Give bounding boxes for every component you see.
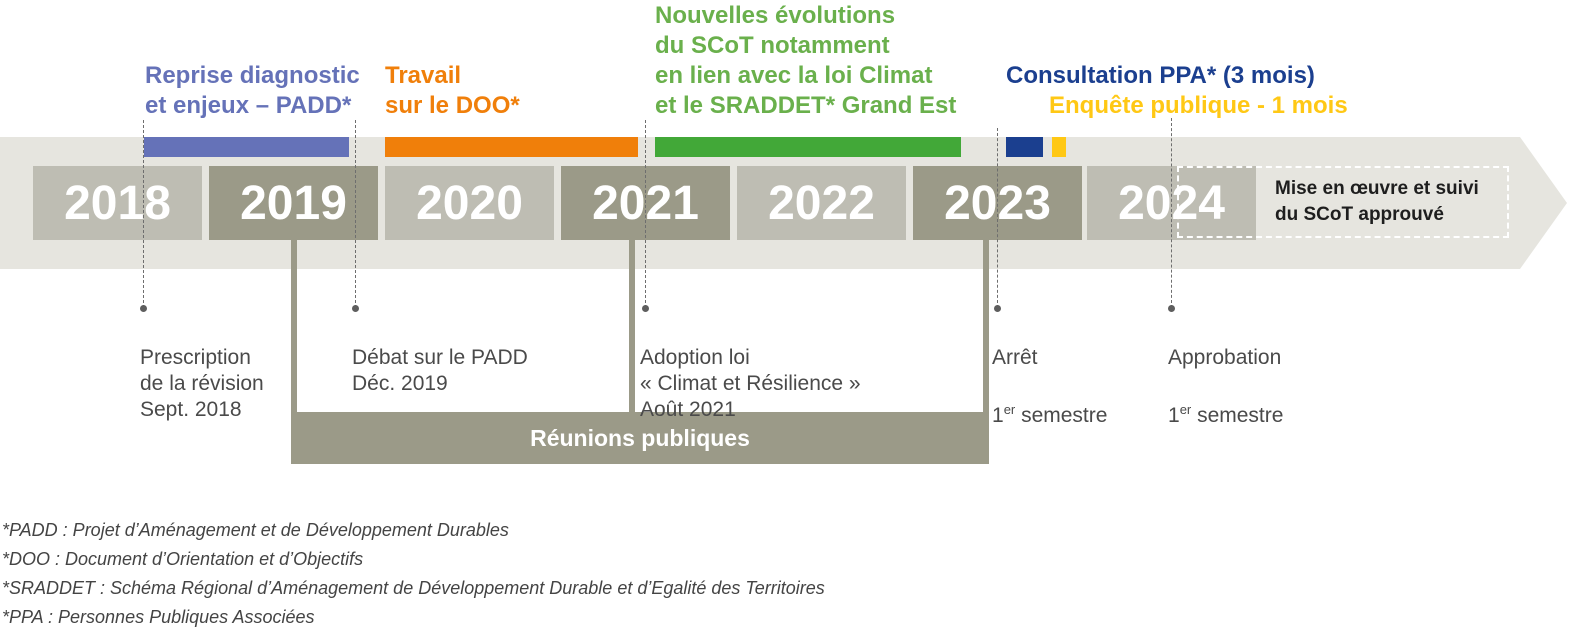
phase-bar-diagnostic xyxy=(144,137,349,157)
phase-label-enquete-publique: Enquête publique - 1 mois xyxy=(1049,92,1348,119)
milestone-dot-arret xyxy=(994,305,1001,312)
timeline-arrow-tip xyxy=(1520,137,1567,269)
phase-bar-consultation-ppa xyxy=(1006,137,1043,157)
mise-en-oeuvre-label: Mise en œuvre et suivi du SCoT approuvé xyxy=(1275,178,1479,225)
year-2019: 2019 xyxy=(209,166,378,240)
phase-label-doo: Travail sur le DOO* xyxy=(385,62,520,119)
reunions-publiques-box: Réunions publiques xyxy=(291,412,989,464)
milestone-approbation: Approbation 1er semestre xyxy=(1168,346,1284,427)
milestone-line-arret xyxy=(997,128,998,308)
reunion-connector-2023 xyxy=(983,240,989,420)
milestone-line-prescription xyxy=(143,120,144,308)
phase-label-diagnostic: Reprise diagnostic et enjeux – PADD* xyxy=(145,62,360,119)
reunion-connector-2021 xyxy=(629,240,635,420)
footnote-padd: *PADD : Projet d’Aménagement et de Dével… xyxy=(2,520,509,540)
milestone-loi-climat: Adoption loi « Climat et Résilience » Août… xyxy=(640,346,861,421)
phase-label-evolutions: Nouvelles évolutions du SCoT notamment en … xyxy=(655,2,957,119)
reunion-inner-gap-1 xyxy=(297,269,629,412)
milestone-line-loi-climat xyxy=(645,120,646,308)
milestone-prescription: Prescription de la révision Sept. 2018 xyxy=(140,346,264,421)
milestone-line-debat-padd xyxy=(355,120,356,308)
phase-bar-evolutions xyxy=(655,137,961,157)
phase-bar-enquete-publique xyxy=(1052,137,1066,157)
reunions-publiques-label: Réunions publiques xyxy=(530,424,750,451)
milestone-line-approbation xyxy=(1171,118,1172,308)
year-2018: 2018 xyxy=(33,166,202,240)
milestone-dot-approbation xyxy=(1168,305,1175,312)
footnote-doo: *DOO : Document d’Orientation et d’Objec… xyxy=(2,549,364,569)
phase-label-consultation-ppa: Consultation PPA* (3 mois) xyxy=(1006,62,1315,89)
milestone-debat-padd: Débat sur le PADD Déc. 2019 xyxy=(352,346,528,395)
milestone-dot-prescription xyxy=(140,305,147,312)
reunion-connector-2019 xyxy=(291,240,297,420)
mise-en-oeuvre-background xyxy=(1256,166,1510,240)
reunion-inner-gap-2 xyxy=(635,269,983,412)
footnote-sraddet: *SRADDET : Schéma Régional d’Aménagement… xyxy=(2,578,825,598)
mise-en-oeuvre-frame xyxy=(1177,166,1509,238)
milestone-dot-loi-climat xyxy=(642,305,649,312)
year-2022: 2022 xyxy=(737,166,906,240)
milestone-arret: Arrêt 1er semestre xyxy=(992,346,1108,427)
phase-bar-doo xyxy=(385,137,638,157)
footnote-ppa: *PPA : Personnes Publiques Associées xyxy=(2,607,315,627)
milestone-dot-debat-padd xyxy=(352,305,359,312)
year-2020: 2020 xyxy=(385,166,554,240)
